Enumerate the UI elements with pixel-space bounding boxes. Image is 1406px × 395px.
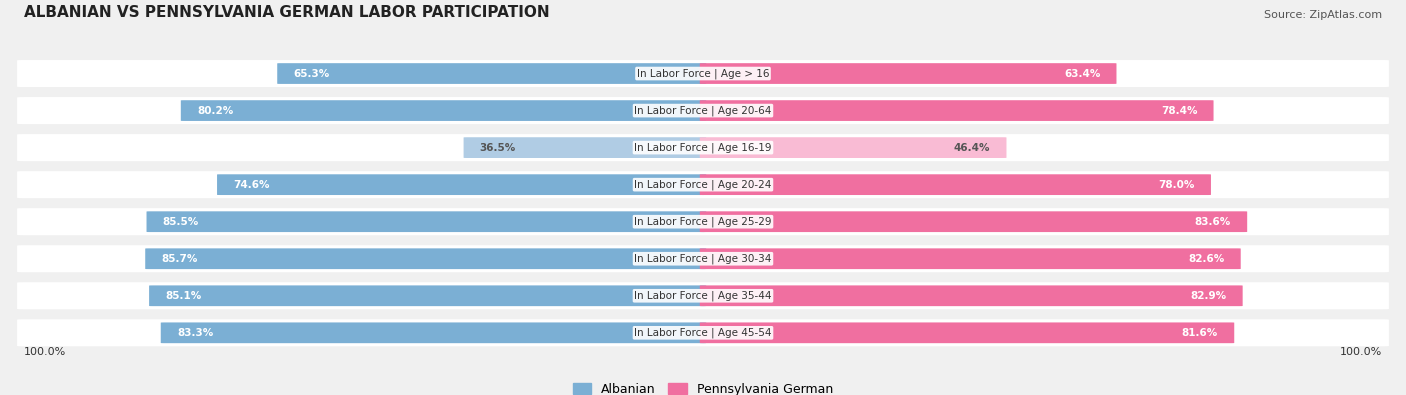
Text: In Labor Force | Age 35-44: In Labor Force | Age 35-44 <box>634 290 772 301</box>
Text: 63.4%: 63.4% <box>1064 69 1101 79</box>
Text: 82.6%: 82.6% <box>1188 254 1225 264</box>
FancyBboxPatch shape <box>700 174 1211 195</box>
FancyBboxPatch shape <box>700 100 1213 121</box>
FancyBboxPatch shape <box>700 248 1240 269</box>
Text: 46.4%: 46.4% <box>953 143 990 152</box>
Text: In Labor Force | Age > 16: In Labor Force | Age > 16 <box>637 68 769 79</box>
FancyBboxPatch shape <box>700 63 1116 84</box>
Text: Source: ZipAtlas.com: Source: ZipAtlas.com <box>1264 10 1382 20</box>
FancyBboxPatch shape <box>700 322 1234 343</box>
Text: In Labor Force | Age 45-54: In Labor Force | Age 45-54 <box>634 327 772 338</box>
Text: 100.0%: 100.0% <box>1340 347 1382 357</box>
Text: 85.1%: 85.1% <box>166 291 201 301</box>
Text: 65.3%: 65.3% <box>294 69 329 79</box>
Text: In Labor Force | Age 16-19: In Labor Force | Age 16-19 <box>634 142 772 153</box>
Text: In Labor Force | Age 20-64: In Labor Force | Age 20-64 <box>634 105 772 116</box>
FancyBboxPatch shape <box>17 282 1389 309</box>
Text: 100.0%: 100.0% <box>24 347 66 357</box>
FancyBboxPatch shape <box>464 137 706 158</box>
Text: ALBANIAN VS PENNSYLVANIA GERMAN LABOR PARTICIPATION: ALBANIAN VS PENNSYLVANIA GERMAN LABOR PA… <box>24 5 550 20</box>
FancyBboxPatch shape <box>17 319 1389 346</box>
Text: 82.9%: 82.9% <box>1191 291 1226 301</box>
Legend: Albanian, Pennsylvania German: Albanian, Pennsylvania German <box>572 383 834 395</box>
FancyBboxPatch shape <box>17 171 1389 198</box>
Text: 81.6%: 81.6% <box>1182 328 1218 338</box>
FancyBboxPatch shape <box>277 63 706 84</box>
FancyBboxPatch shape <box>145 248 706 269</box>
FancyBboxPatch shape <box>17 208 1389 235</box>
FancyBboxPatch shape <box>700 211 1247 232</box>
Text: 36.5%: 36.5% <box>479 143 516 152</box>
Text: 78.4%: 78.4% <box>1161 105 1198 116</box>
Text: In Labor Force | Age 20-24: In Labor Force | Age 20-24 <box>634 179 772 190</box>
Text: 85.5%: 85.5% <box>163 217 198 227</box>
FancyBboxPatch shape <box>146 211 706 232</box>
FancyBboxPatch shape <box>17 245 1389 272</box>
Text: In Labor Force | Age 25-29: In Labor Force | Age 25-29 <box>634 216 772 227</box>
FancyBboxPatch shape <box>217 174 706 195</box>
Text: 80.2%: 80.2% <box>197 105 233 116</box>
Text: 85.7%: 85.7% <box>162 254 198 264</box>
FancyBboxPatch shape <box>17 97 1389 124</box>
FancyBboxPatch shape <box>17 60 1389 87</box>
FancyBboxPatch shape <box>17 134 1389 161</box>
FancyBboxPatch shape <box>700 286 1243 306</box>
Text: 78.0%: 78.0% <box>1159 180 1195 190</box>
Text: In Labor Force | Age 30-34: In Labor Force | Age 30-34 <box>634 254 772 264</box>
FancyBboxPatch shape <box>149 286 706 306</box>
Text: 83.3%: 83.3% <box>177 328 214 338</box>
FancyBboxPatch shape <box>700 137 1007 158</box>
Text: 83.6%: 83.6% <box>1195 217 1232 227</box>
Text: 74.6%: 74.6% <box>233 180 270 190</box>
FancyBboxPatch shape <box>160 322 706 343</box>
FancyBboxPatch shape <box>181 100 706 121</box>
